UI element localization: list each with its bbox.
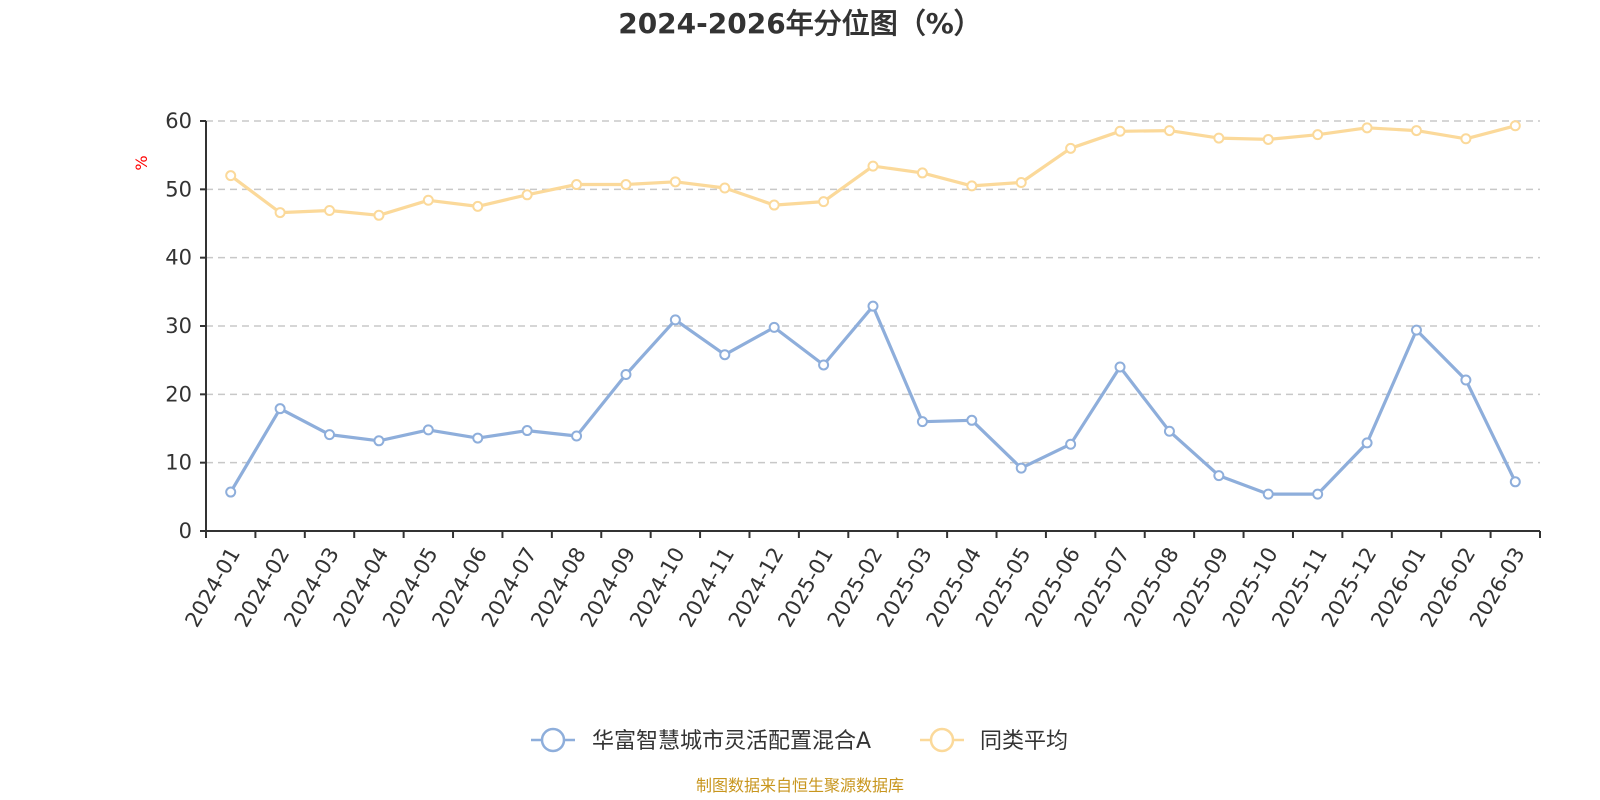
data-point[interactable] [620,369,632,381]
legend-marker [540,727,566,753]
series-group [225,300,1521,500]
y-axis-label: % [132,155,151,170]
data-point[interactable] [472,200,484,212]
data-point[interactable] [1460,374,1472,386]
data-point[interactable] [571,430,583,442]
series-line [229,304,1517,496]
chart-title: 2024-2026年分位图（%） [618,7,982,40]
data-point[interactable] [768,199,780,211]
data-point[interactable] [422,424,434,436]
series-lines [225,120,1521,500]
data-point[interactable] [1262,488,1274,500]
data-point[interactable] [1361,122,1373,134]
data-point[interactable] [1163,125,1175,137]
data-point[interactable] [1213,470,1225,482]
data-point[interactable] [1213,132,1225,144]
source-note: 制图数据来自恒生聚源数据库 [696,776,904,795]
data-point[interactable] [521,425,533,437]
data-point[interactable] [373,209,385,221]
legend-item[interactable]: 同类平均 [920,727,1068,754]
data-point[interactable] [1312,129,1324,141]
data-point[interactable] [1065,438,1077,450]
data-point[interactable] [669,176,681,188]
data-point[interactable] [225,170,237,182]
data-point[interactable] [1015,177,1027,188]
data-point[interactable] [1410,324,1422,336]
grid-lines [206,120,1540,464]
data-point[interactable] [1460,133,1472,145]
y-tick-label: 40 [165,246,192,270]
data-point[interactable] [867,300,879,312]
data-point[interactable] [1015,462,1027,474]
y-tick-label: 50 [165,177,192,201]
legend-label: 同类平均 [980,729,1068,754]
data-point[interactable] [571,179,583,191]
data-point[interactable] [818,196,830,208]
data-point[interactable] [373,435,385,447]
axes: 01020304050602024-012024-022024-032024-0… [165,109,1541,631]
data-point[interactable] [274,207,286,219]
y-tick-label: 10 [165,451,192,475]
data-point[interactable] [768,321,780,333]
data-point[interactable] [719,349,731,361]
data-point[interactable] [1065,142,1077,154]
data-point[interactable] [1114,361,1126,373]
data-point[interactable] [324,429,336,441]
data-point[interactable] [966,414,978,426]
y-tick-label: 20 [165,382,192,406]
data-point[interactable] [422,194,434,206]
series-group [225,120,1521,221]
data-point[interactable] [1114,125,1126,137]
legend[interactable]: 华富智慧城市灵活配置混合A 同类平均 [531,727,1068,754]
data-point[interactable] [966,180,978,192]
data-point[interactable] [324,205,336,217]
y-tick-label: 0 [179,519,192,543]
data-point[interactable] [818,359,830,371]
data-point[interactable] [916,167,928,179]
data-point[interactable] [1262,133,1274,145]
y-tick-label: 30 [165,314,192,338]
data-point[interactable] [521,189,533,201]
data-point[interactable] [620,179,632,191]
data-point[interactable] [1163,425,1175,437]
data-point[interactable] [669,314,681,326]
data-point[interactable] [274,403,286,415]
legend-label: 华富智慧城市灵活配置混合A [592,729,871,754]
data-point[interactable] [867,160,879,172]
legend-marker [929,727,955,753]
data-point[interactable] [1312,488,1324,500]
data-point[interactable] [225,486,237,498]
data-point[interactable] [472,432,484,444]
data-point[interactable] [1509,120,1521,132]
legend-item[interactable]: 华富智慧城市灵活配置混合A [531,727,871,754]
data-point[interactable] [1361,437,1373,449]
data-point[interactable] [1410,125,1422,137]
data-point[interactable] [916,416,928,428]
data-point[interactable] [719,182,731,194]
y-tick-label: 60 [165,109,192,133]
data-point[interactable] [1509,476,1521,488]
